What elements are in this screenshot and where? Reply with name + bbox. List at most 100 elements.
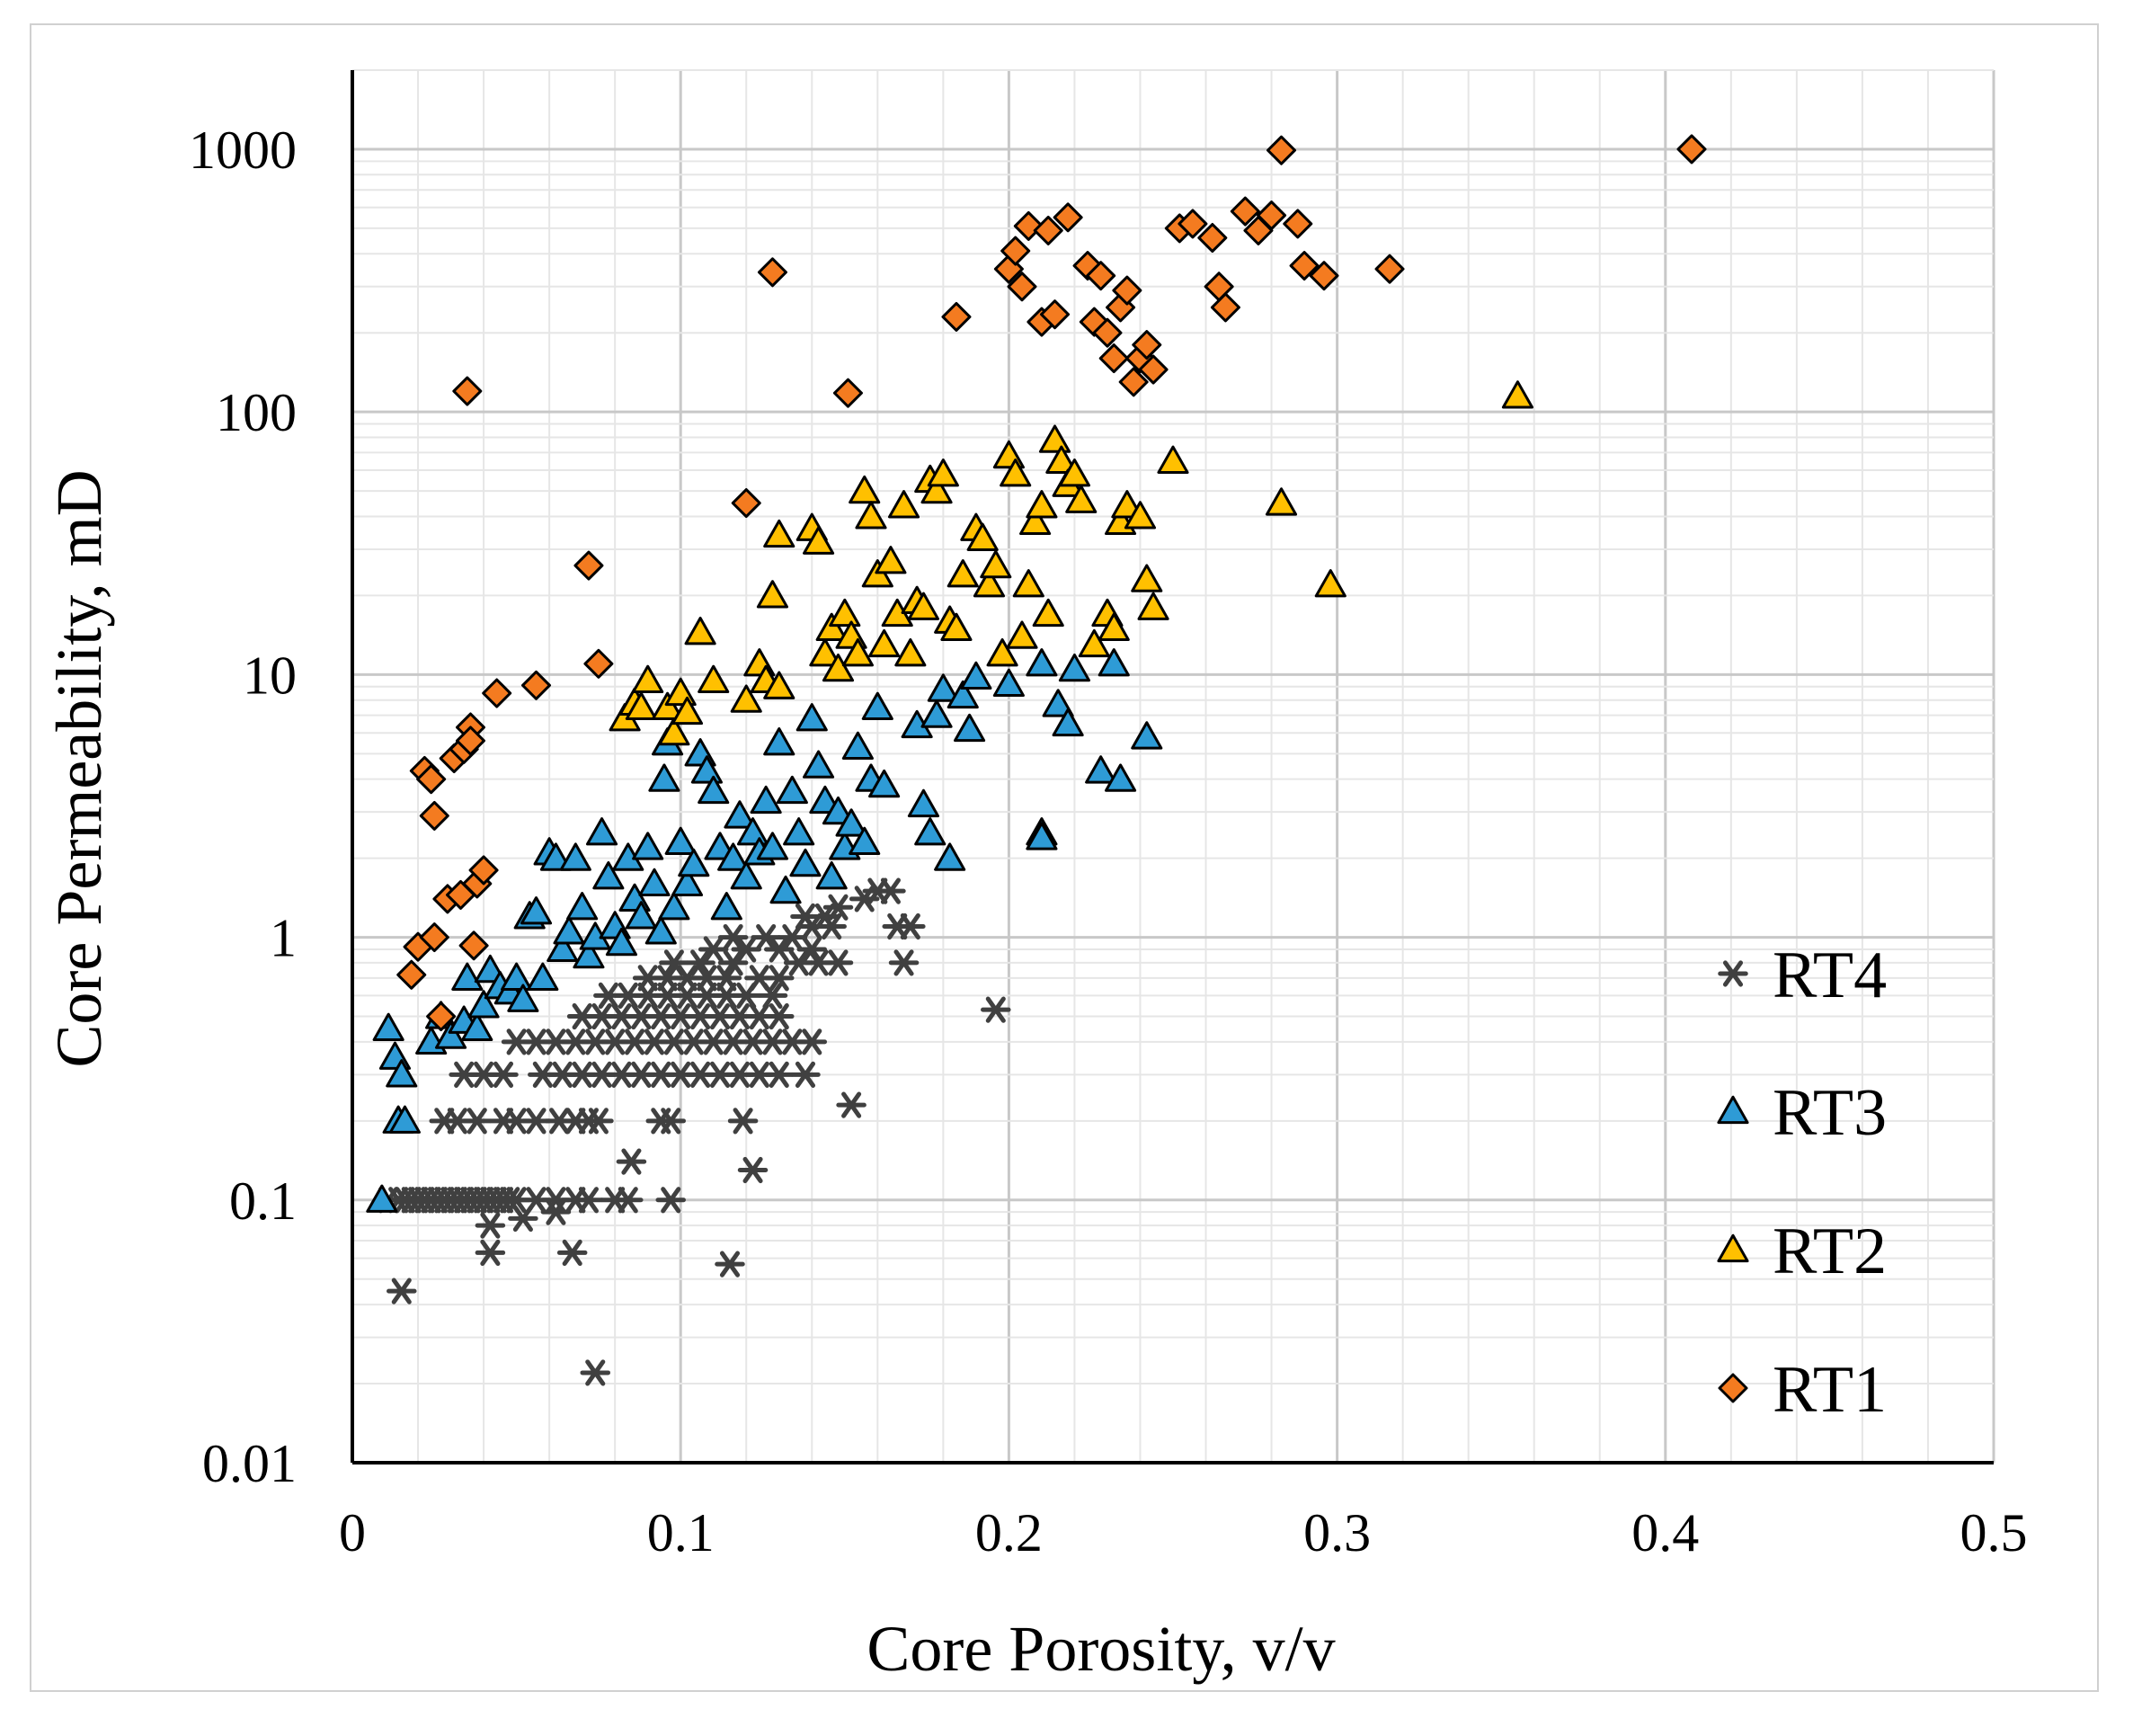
data-point-rt3 [434,1020,467,1049]
data-point-rt3 [954,713,986,743]
data-point-rt3 [366,1184,398,1213]
data-point-rt3 [461,1012,493,1042]
data-point-rt2 [658,717,690,746]
data-point-rt1 [455,726,485,756]
data-point-rt3 [1052,708,1084,737]
data-point-rt3 [559,842,591,871]
data-point-rt2 [849,475,881,504]
data-point-rt1 [1197,223,1228,254]
data-point-rt2 [887,490,920,519]
data-point-rt2 [973,569,1006,598]
legend-label-rt3: RT3 [1773,1076,1887,1150]
data-point-rt4 [540,1198,572,1225]
data-point-rt4 [462,1108,493,1135]
y-axis-title: Core Permeability, mD [43,469,115,1067]
data-point-rt1 [452,376,483,406]
data-point-rt3 [992,668,1025,698]
data-point-rt2 [868,628,901,658]
data-point-rt4 [573,1187,604,1214]
data-point-rt2 [966,522,999,551]
data-point-rt3 [841,731,874,761]
data-point-rt2 [684,616,716,645]
data-point-rt3 [769,875,802,904]
data-point-rt3 [783,817,815,846]
data-point-rt2 [671,696,704,726]
data-point-rt3 [592,860,625,890]
data-point-rt1 [1230,196,1260,227]
legend-marker-rt4 [1718,960,1748,987]
data-point-rt1 [1210,292,1240,323]
data-point-rt4 [488,1061,519,1088]
y-tick-label: 10 [243,645,297,705]
legend-marker-rt3 [1717,1095,1749,1125]
data-point-rt3 [386,1059,418,1088]
data-point-rt1 [1033,215,1063,245]
data-point-rt4 [875,877,906,904]
data-point-rt3 [625,901,657,930]
data-point-rt2 [1012,569,1044,598]
data-point-rt4 [895,913,926,940]
data-point-rt3 [1026,822,1058,850]
data-point-rt1 [1092,317,1123,348]
data-point-rt3 [835,808,867,837]
legend-item-rt4: RT4 [1718,939,1887,1012]
legend-marker-rt1 [1718,1373,1748,1403]
data-point-rt1 [1309,261,1339,291]
data-point-rt3 [795,703,828,732]
legend: RT4 RT3 RT2 RT1 [1717,939,1887,1427]
x-tick-label: 0 [339,1503,366,1562]
data-point-rt1 [1086,261,1116,291]
data-point-rt4 [836,1091,867,1118]
data-point-rt4 [777,923,808,951]
data-point-rt3 [934,842,966,871]
series-rt2 [609,380,1534,746]
data-point-rt2 [756,580,789,609]
data-point-rt4 [613,1187,644,1214]
data-point-rt2 [815,612,848,642]
data-point-rt3 [501,962,533,991]
data-point-rt4 [583,1108,614,1135]
data-point-rt1 [1007,272,1037,302]
x-tick-label: 0.3 [1303,1503,1371,1562]
data-point-rt3 [907,788,940,818]
data-point-rt4 [715,1251,745,1278]
data-point-rt1 [1289,251,1320,281]
data-point-rt1 [416,764,447,795]
data-point-rt3 [573,939,605,969]
data-point-rt1 [1000,236,1031,266]
data-point-rt2 [1038,424,1071,453]
data-point-rt2 [894,637,927,667]
data-point-rt2 [1098,612,1130,642]
data-point-rt1 [521,670,552,700]
data-point-rt1 [731,488,761,519]
data-point-rt4 [764,936,795,963]
data-point-rt3 [678,848,710,877]
grid-layer [352,69,1995,1463]
data-point-rt3 [789,848,822,877]
data-point-rt4 [790,1061,821,1088]
data-point-rt3 [803,750,835,779]
data-point-rt3 [914,817,947,846]
data-point-rt1 [1283,209,1313,239]
data-point-rt3 [648,763,680,792]
data-point-rt2 [1000,458,1032,487]
data-point-rt1 [1053,202,1083,233]
data-point-rt4 [717,923,749,951]
data-point-rt2 [664,677,697,707]
data-point-rt1 [468,855,499,886]
data-point-rt2 [730,684,762,713]
data-point-rt1 [757,257,787,288]
data-point-rt4 [796,1028,828,1055]
x-axis-title: Core Porosity, v/v [867,1613,1335,1685]
data-point-rt3 [868,769,901,798]
data-point-rt1 [419,922,449,953]
data-point-rt3 [644,916,677,945]
data-point-rt2 [763,671,795,699]
y-tick-label: 100 [216,383,297,442]
data-point-rt4 [556,1239,588,1267]
data-point-rt2 [1078,628,1110,658]
data-point-rt1 [482,678,512,708]
data-point-rt4 [717,949,749,976]
data-point-rt2 [927,458,959,487]
data-point-rt3 [815,860,848,890]
